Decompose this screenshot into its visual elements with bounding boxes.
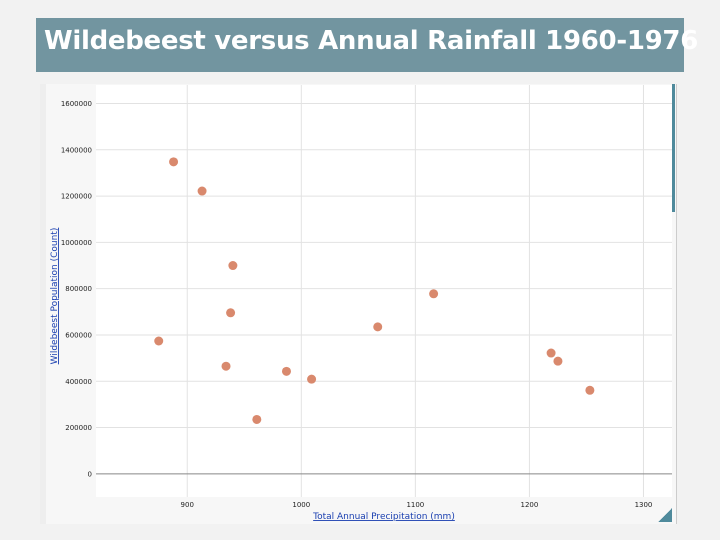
- data-point: [373, 322, 383, 332]
- data-point: [169, 157, 179, 167]
- x-tick-label: 1200: [521, 501, 539, 509]
- y-axis-label[interactable]: Wildebeest Population (Count): [50, 228, 60, 365]
- data-point: [585, 385, 595, 395]
- data-point: [553, 356, 563, 366]
- resize-handle-icon[interactable]: [658, 508, 672, 522]
- data-point: [221, 361, 231, 371]
- x-axis-label[interactable]: Total Annual Precipitation (mm): [312, 512, 455, 522]
- x-tick-label: 1000: [292, 501, 310, 509]
- scrollbar[interactable]: [672, 84, 675, 212]
- y-tick-label: 1000000: [61, 239, 92, 247]
- y-tick-label: 800000: [65, 285, 92, 293]
- side-strip: [40, 84, 48, 524]
- data-point: [154, 336, 164, 346]
- y-tick-label: 600000: [65, 331, 92, 339]
- y-tick-label: 200000: [65, 424, 92, 432]
- data-point: [546, 348, 556, 358]
- x-tick-label: 1100: [406, 501, 424, 509]
- plot-area: [96, 85, 672, 497]
- x-tick-label: 900: [181, 501, 194, 509]
- y-tick-label: 1600000: [61, 100, 92, 108]
- data-point: [228, 261, 238, 271]
- page-title: Wildebeest versus Annual Rainfall 1960-1…: [44, 26, 698, 56]
- data-point: [429, 289, 439, 299]
- data-point: [197, 186, 207, 196]
- data-point: [252, 414, 262, 424]
- y-tick-label: 0: [88, 470, 92, 478]
- data-point: [226, 308, 236, 318]
- y-tick-label: 1400000: [61, 146, 92, 154]
- y-tick-label: 400000: [65, 378, 92, 386]
- title-bar: Wildebeest versus Annual Rainfall 1960-1…: [36, 18, 698, 72]
- y-tick-label: 1200000: [61, 193, 92, 201]
- x-tick-label: 1300: [635, 501, 653, 509]
- data-point: [281, 366, 291, 376]
- data-point: [307, 374, 317, 384]
